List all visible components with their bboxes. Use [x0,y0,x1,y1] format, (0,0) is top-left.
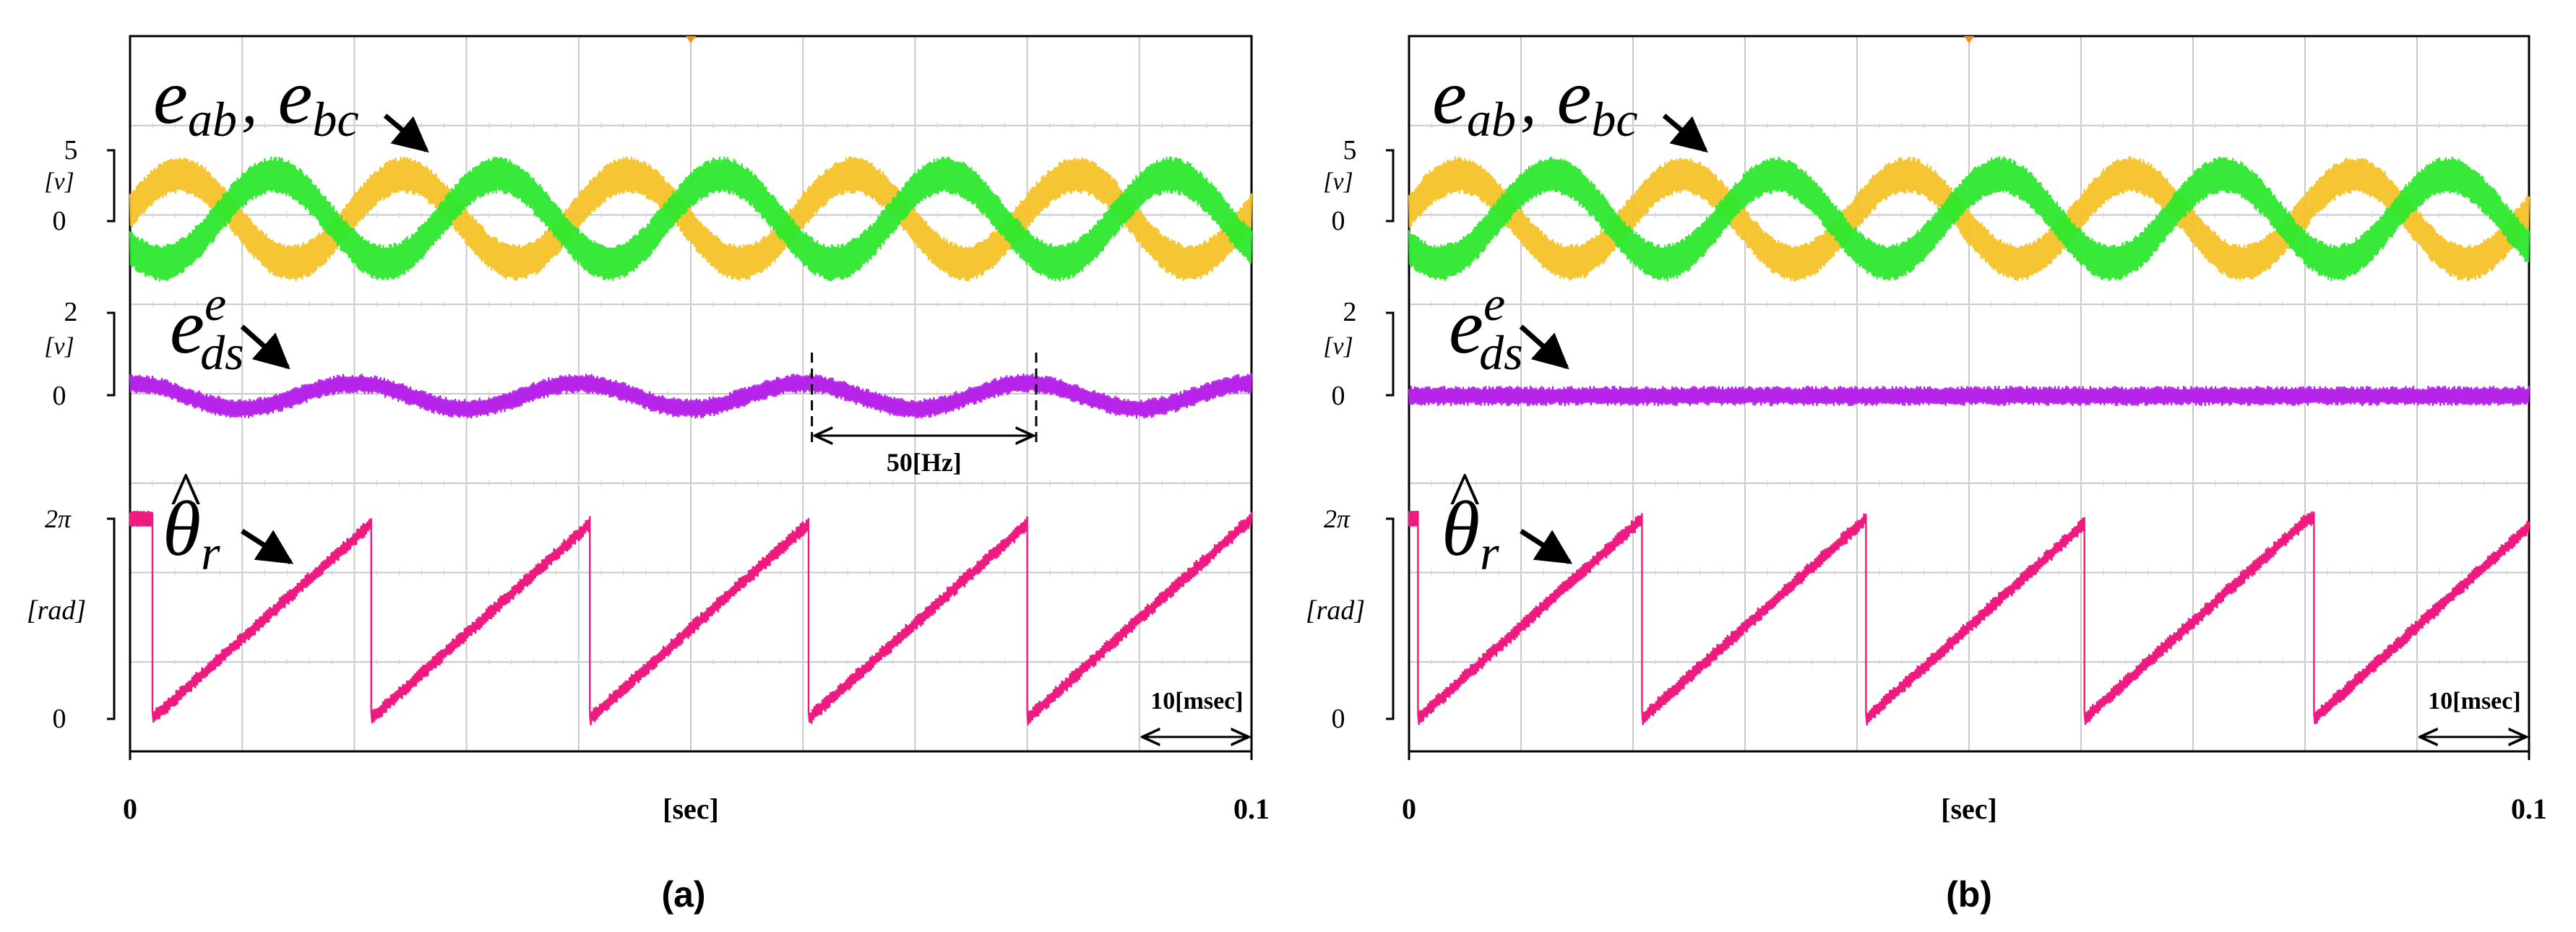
bracket-eab [107,150,114,221]
tick-label-5: 5 [1343,135,1357,165]
label-eab-sub: ab [188,92,237,147]
label-eds-sub: ds [200,325,244,380]
arrow-eab-ebc [1664,116,1705,150]
annotation-50hz: 50[Hz] [887,448,962,477]
panel-caption: (b) [1946,874,1992,915]
tick-label-2pi: 2π [45,504,72,533]
tick-label-0: 0 [53,381,66,411]
label-eds: ee ds [1449,276,1523,380]
arrow-eab-ebc [385,116,426,150]
bracket-theta [1386,519,1393,719]
label-eab-sub: ab [1467,92,1516,147]
bracket-eds [1386,313,1393,395]
unit-label-v: [v] [1323,168,1353,195]
tick-label-0: 0 [1332,704,1345,734]
label-separator: , [1520,66,1537,137]
label-eds-sup: e [1483,276,1505,331]
tick-label-0: 0 [1332,206,1345,236]
tick-label-5: 5 [64,135,78,165]
bracket-theta [107,519,114,719]
annotation-10msec: 10[msec] [1150,688,1243,715]
label-ebc-base: e [1556,54,1591,140]
trigger-marker [1964,36,1974,43]
label-eds-sub: ds [1479,325,1522,380]
label-eds-sup: e [204,276,226,331]
label-separator: , [241,66,258,137]
unit-label-v: [v] [44,333,74,360]
tick-label-2: 2 [64,297,78,327]
x-axis-label: [sec] [1941,793,1997,825]
label-eds-base: e [1449,284,1483,370]
label-theta-sub: r [1480,525,1499,580]
label-eds: ee ds [170,276,244,380]
label-ebc-base: e [277,54,312,140]
tick-label-0: 0 [1332,381,1345,411]
label-ebc-sub: bc [312,92,358,147]
tick-label-0: 0 [53,206,66,236]
tick-label-2pi: 2π [1324,504,1351,533]
arrow-eds [242,327,288,367]
label-eab-base: e [1432,54,1467,140]
arrow-theta [1521,531,1569,562]
unit-label-v: [v] [44,168,74,195]
label-theta-hat: ^ [1449,459,1480,531]
unit-label-rad: [rad] [27,595,86,626]
tick-label-0: 0 [53,704,66,734]
annotation-10msec: 10[msec] [2428,688,2520,715]
arrow-theta [242,531,290,562]
label-eab-ebc: eab, ebc [153,54,359,147]
label-theta-hat: ^ [171,459,201,531]
x-tick-label-start: 0 [1402,793,1416,825]
label-eab-base: e [153,54,188,140]
tick-label-2: 2 [1343,297,1357,327]
x-axis-label: [sec] [663,793,719,825]
x-tick-label-end: 0.1 [2511,793,2547,825]
label-ebc-sub: bc [1591,92,1637,147]
label-theta-sub: r [201,525,220,580]
trigger-marker [686,36,696,43]
label-eds-base: e [170,284,204,370]
unit-label-rad: [rad] [1306,595,1365,626]
figure: 5[v]02[v]02π[rad]0eab, ebcee dsθr^ 50[Hz]10… [0,0,2576,932]
label-eab-ebc: eab, ebc [1432,54,1638,147]
arrow-eds [1521,327,1567,367]
x-tick-label-start: 0 [123,793,137,825]
bracket-eds [107,313,114,395]
panel-caption: (a) [661,874,705,915]
bracket-eab [1386,150,1393,221]
unit-label-v: [v] [1323,333,1353,360]
x-tick-label-end: 0.1 [1233,793,1270,825]
